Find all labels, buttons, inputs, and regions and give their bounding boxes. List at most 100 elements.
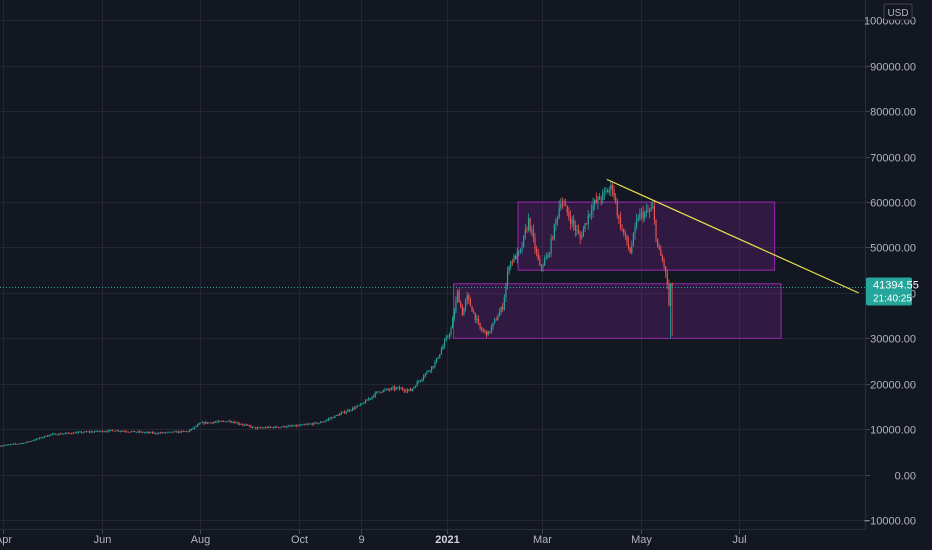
x-tick-label: Oct (291, 534, 308, 546)
candle-body (206, 422, 208, 424)
candle-body (290, 425, 292, 427)
candle-body (16, 443, 18, 445)
candle-body (497, 316, 499, 321)
candle-body (440, 349, 442, 355)
candle-body (27, 441, 29, 443)
candle-body (221, 421, 223, 422)
candle-body (72, 432, 75, 434)
candle-body (561, 204, 564, 206)
candle-body (355, 406, 357, 409)
candle-body (92, 431, 94, 433)
drawing-layer[interactable] (452, 201, 782, 339)
candle-body (524, 229, 526, 236)
candle-body (545, 257, 547, 260)
candle-body (577, 230, 580, 234)
candle-body (573, 219, 575, 226)
candle-body (66, 432, 68, 434)
candle-body (515, 255, 517, 260)
candle-body (595, 200, 597, 202)
candle-body (474, 312, 476, 321)
candle-body (544, 259, 546, 266)
trend-line[interactable] (606, 178, 859, 294)
candle-body (343, 411, 346, 414)
candle-body (119, 431, 121, 432)
candle-body (37, 438, 39, 440)
candle-body (419, 380, 421, 382)
candle-body (150, 432, 152, 433)
candle-body (172, 431, 175, 433)
candle-body (527, 218, 530, 230)
candle-body (0, 445, 2, 447)
candle-body (615, 196, 617, 202)
candle-body (563, 204, 565, 206)
candle-body (114, 431, 116, 432)
x-tick-label: Jul (732, 534, 746, 546)
candle-body (350, 410, 352, 411)
last-price-value: 41394.55 (873, 280, 919, 292)
candle-body (347, 410, 349, 412)
candle-body (574, 225, 576, 231)
candle-body (329, 418, 331, 420)
candle-body (442, 346, 444, 350)
candle-body (282, 426, 284, 427)
candle-body (552, 238, 554, 240)
candle-body (190, 428, 192, 431)
candle-body (316, 422, 318, 424)
candle-body (224, 421, 226, 423)
candle-body (306, 424, 309, 425)
candle-body (264, 427, 267, 429)
candle-body (8, 444, 10, 446)
candle-body (208, 422, 210, 424)
candle-body (332, 417, 334, 419)
candle-body (3, 445, 5, 447)
candle-body (184, 431, 186, 433)
candle-body (432, 366, 434, 368)
candle-body (76, 432, 78, 434)
candle-body (6, 444, 8, 446)
candle-body (374, 392, 376, 397)
x-tick-label: Apr (0, 534, 12, 546)
candle-body (56, 434, 58, 436)
candle-body (64, 433, 66, 435)
candle-body (277, 427, 279, 429)
candle-body (437, 357, 439, 359)
candle-body (371, 396, 373, 399)
candle-body (268, 426, 270, 428)
candle-body (248, 425, 250, 427)
candle-body (293, 425, 296, 426)
candle-body (14, 443, 16, 445)
candle-body (421, 378, 423, 381)
candle-body (568, 212, 570, 218)
candle-body (229, 420, 231, 422)
candle-body (121, 431, 123, 432)
candle-body (345, 411, 347, 414)
currency-badge[interactable]: USD (883, 3, 913, 21)
y-tick-label: 60000.00 (870, 198, 916, 210)
candle-body (503, 297, 505, 310)
candle-body (526, 229, 528, 231)
lower-range-box[interactable] (452, 283, 782, 339)
candle-body (403, 389, 405, 391)
candle-body (340, 412, 342, 414)
candle-body (576, 230, 578, 232)
candle-body (203, 422, 205, 424)
candle-body (210, 422, 212, 424)
candle-body (671, 283, 673, 287)
candle-body (74, 432, 76, 434)
candle-body (292, 425, 294, 427)
candle-body (195, 426, 197, 428)
candle-body (63, 433, 65, 435)
candle-body (138, 431, 141, 433)
time-axis[interactable]: Apr Jun Aug Oct 9 2021 Mar May Jul (0, 530, 747, 546)
candle-body (67, 432, 70, 434)
candle-body (230, 421, 233, 423)
candle-body (392, 387, 394, 389)
candle-body (452, 318, 454, 329)
candle-body (381, 391, 383, 393)
candle-body (655, 219, 657, 239)
candle-body (334, 415, 336, 418)
candle-body (164, 432, 167, 434)
candle-body (360, 403, 362, 406)
candle-body (468, 295, 470, 300)
